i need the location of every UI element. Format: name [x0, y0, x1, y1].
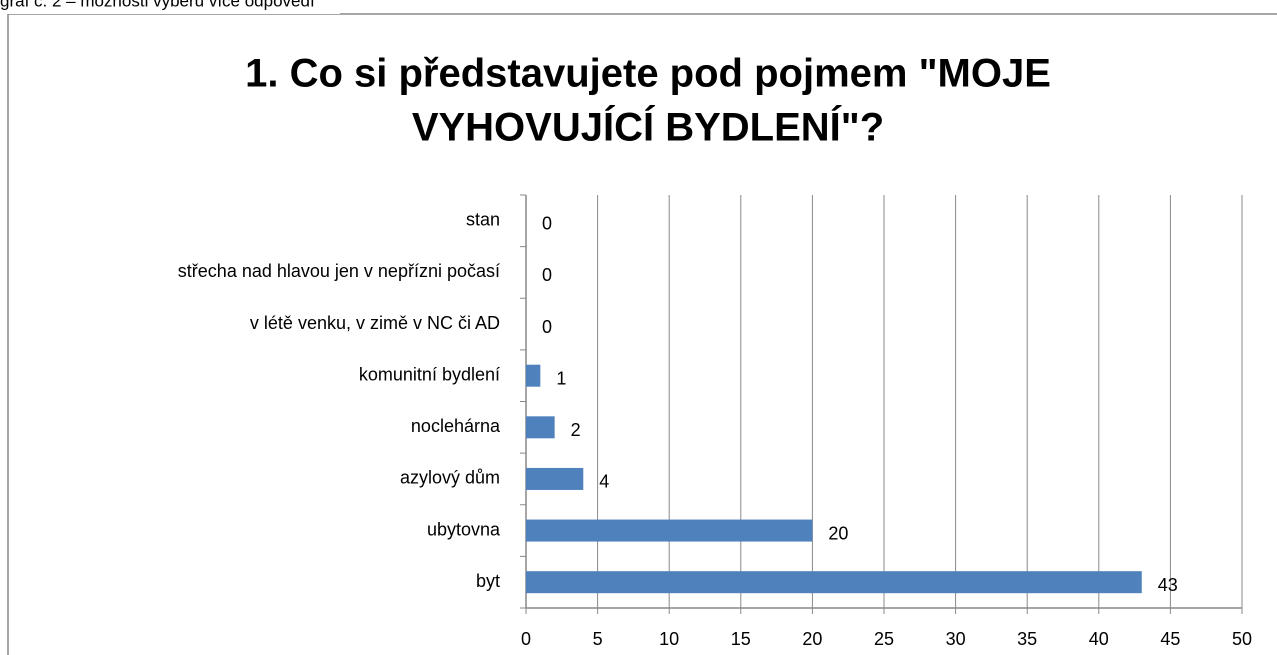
- x-tick-label: 15: [731, 629, 751, 649]
- y-tick-label: v létě venku, v zimě v NC či AD: [250, 313, 500, 333]
- x-tick-label: 5: [593, 629, 603, 649]
- y-tick-label: byt: [476, 571, 500, 591]
- x-tick-label: 50: [1232, 629, 1252, 649]
- chart-title: 1. Co si představujete pod pojmem "MOJE: [245, 52, 1051, 96]
- x-tick-label: 40: [1089, 629, 1109, 649]
- x-tick-label: 45: [1160, 629, 1180, 649]
- y-tick-label: stan: [466, 210, 500, 230]
- y-tick-label: střecha nad hlavou jen v nepřízni počasí: [178, 261, 500, 281]
- value-label: 20: [828, 523, 848, 543]
- x-tick-label: 35: [1017, 629, 1037, 649]
- caption-bg: [0, 0, 340, 14]
- bar: [526, 416, 555, 439]
- chart-frame: [7, 13, 1277, 655]
- value-label: 43: [1158, 575, 1178, 595]
- value-label: 0: [542, 317, 552, 337]
- y-tick-label: komunitní bydlení: [359, 364, 500, 384]
- chart-title: VYHOVUJÍCÍ BYDLENÍ"?: [412, 105, 884, 150]
- x-tick-label: 10: [659, 629, 679, 649]
- y-tick-label: ubytovna: [427, 519, 501, 539]
- x-tick-label: 0: [521, 629, 531, 649]
- x-tick-label: 25: [874, 629, 894, 649]
- x-tick-label: 30: [946, 629, 966, 649]
- value-label: 4: [599, 472, 609, 492]
- bar: [526, 364, 541, 387]
- value-label: 2: [571, 420, 581, 440]
- value-label: 1: [556, 368, 566, 388]
- value-label: 0: [542, 265, 552, 285]
- y-tick-label: azylový dům: [400, 468, 500, 488]
- caption: graf č. 2 – možnosti výběru více odpověd…: [0, 0, 315, 10]
- bar: [526, 519, 813, 542]
- bar: [526, 571, 1142, 594]
- y-tick-label: noclehárna: [411, 416, 501, 436]
- value-label: 0: [542, 214, 552, 234]
- x-tick-label: 20: [802, 629, 822, 649]
- bar: [526, 467, 584, 490]
